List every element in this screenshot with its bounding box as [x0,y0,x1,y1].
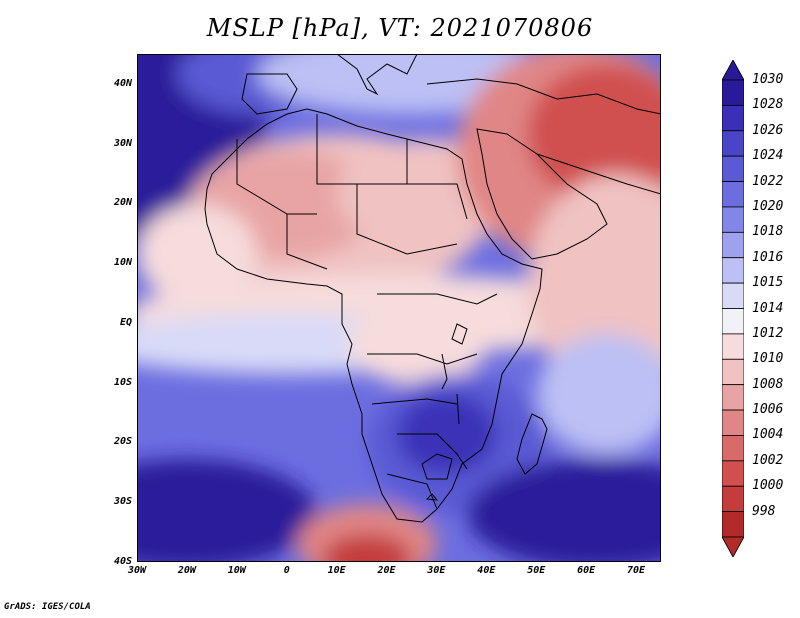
lat-label: 30S [113,496,132,508]
colorbar-label: 1008 [752,376,784,392]
colorbar-label: 998 [752,503,776,519]
lon-label: 20E [377,565,396,576]
coastlines [204,54,661,523]
colorbar-segment [721,308,745,335]
lon-label: 20W [177,565,196,576]
lat-label: 20S [113,436,132,448]
colorbar-segment [721,79,745,106]
colorbar-segment [721,130,745,157]
lon-label: 70E [627,565,646,576]
colorbar-label: 1024 [752,148,784,164]
colorbar-label: 1002 [752,452,784,468]
colorbar-segment [721,282,745,309]
pressure-map [137,54,661,562]
lon-label: 30E [427,565,446,576]
lon-label: 30W [127,565,147,576]
colorbar-bottom-arrow [721,536,745,558]
lat-label: 30N [113,137,132,149]
map-title: MSLP [hPa], VT: 2021070806 [206,14,594,42]
lat-label: EQ [119,316,132,328]
colorbar-label: 1026 [752,122,784,138]
colorbar-label: 1014 [752,300,784,316]
colorbar-label: 1016 [752,249,784,265]
colorbar-segment [721,181,745,208]
colorbar-segment [721,104,745,132]
colorbar-label: 1020 [752,198,784,214]
colorbar-label: 1010 [752,351,784,367]
lat-label: 40N [113,77,132,89]
lon-label: 50E [527,565,546,576]
lon-label: 10W [227,565,246,576]
colorbar-segment [721,384,745,411]
lon-label: 10E [327,565,346,576]
lat-label: 40S [113,556,132,567]
colorbar-segment [721,409,745,436]
lon-label: 40E [477,565,496,576]
colorbar-segment [721,435,745,462]
colorbar-segment [721,206,745,233]
map-frame [137,54,661,562]
lat-label: 10N [113,257,132,269]
colorbar-segment [721,460,745,487]
colorbar-segment [721,333,745,360]
colorbar-segment [721,155,745,182]
colorbar-label: 1015 [752,275,784,291]
colorbar-segment [721,257,745,284]
colorbar-label: 1000 [752,478,784,494]
colorbar-segment [721,511,745,538]
colorbar-label: 1018 [752,224,784,240]
colorbar-label: 1006 [752,402,784,418]
colorbar-segment [721,358,745,386]
lon-label: 60E [577,565,596,576]
pressure-shading [137,54,661,562]
colorbar-top-arrow [721,59,745,81]
lat-label: 10S [113,376,132,388]
colorbar-segment [721,485,745,513]
colorbar-segment [721,231,745,259]
lat-label: 20N [113,197,132,209]
colorbar-label: 1030 [752,72,784,87]
colorbar-label: 1028 [752,97,784,113]
colorbar-label: 1004 [752,427,784,443]
credit-text: GrADS: IGES/COLA [4,602,91,612]
colorbar [721,59,745,558]
colorbar-label: 1012 [752,325,784,341]
lon-label: 0 [283,565,290,576]
colorbar-label: 1022 [752,173,784,189]
